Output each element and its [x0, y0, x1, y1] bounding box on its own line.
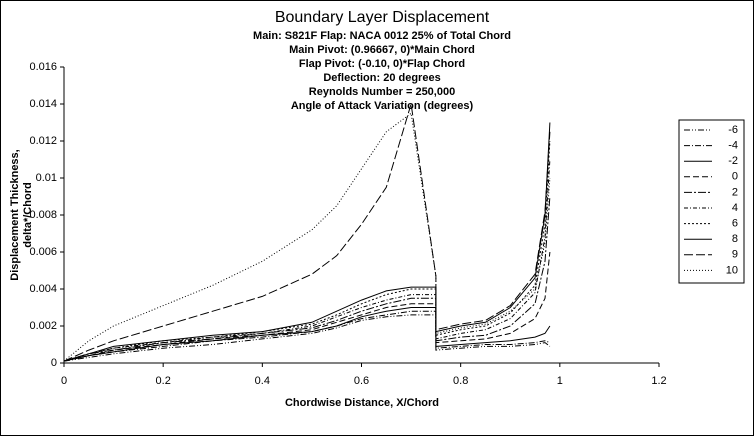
y-tick-label: 0 — [51, 357, 57, 369]
x-tick-label: 0.2 — [156, 375, 171, 387]
legend-label: 10 — [726, 264, 738, 276]
chart-subtitle: Main Pivot: (0.96667, 0)*Main Chord — [289, 44, 475, 56]
series-line — [63, 310, 551, 362]
legend-box — [678, 119, 745, 284]
y-tick-label: 0.004 — [29, 283, 57, 295]
chart-subtitle: Deflection: 20 degrees — [323, 72, 440, 84]
chart-subtitle: Reynolds Number = 250,000 — [309, 86, 455, 98]
x-tick-label: 1 — [557, 375, 563, 387]
x-tick-label: 0.4 — [255, 375, 270, 387]
chart-subtitle: Main: S821F Flap: NACA 0012 25% of Total… — [253, 30, 511, 42]
y-axis-title: delta*/Chord — [22, 182, 34, 247]
series-line — [63, 251, 551, 362]
legend-label: 4 — [732, 202, 738, 214]
x-tick-label: 0.6 — [354, 375, 369, 387]
y-tick-label: 0.006 — [29, 246, 57, 258]
series-line — [63, 112, 551, 362]
series-line — [63, 122, 551, 362]
y-tick-label: 0.014 — [29, 98, 57, 110]
legend-label: 8 — [732, 233, 738, 245]
y-tick-label: 0.002 — [29, 320, 57, 332]
legend-label: -2 — [728, 155, 738, 167]
legend-label: 6 — [732, 218, 738, 230]
x-axis-title: Chordwise Distance, X/Chord — [285, 397, 439, 409]
series-line — [63, 314, 551, 362]
y-tick-label: 0.012 — [29, 135, 57, 147]
x-tick-label: 0 — [61, 375, 67, 387]
legend-label: 2 — [732, 186, 738, 198]
x-tick-label: 0.8 — [453, 375, 468, 387]
legend-label: -6 — [728, 124, 738, 136]
legend-label: -4 — [728, 140, 738, 152]
series-line — [63, 103, 551, 362]
y-tick-label: 0.01 — [36, 172, 57, 184]
chart-subtitle: Flap Pivot: (-0.10, 0)*Flap Chord — [299, 58, 465, 70]
chart-subtitle: Angle of Attack Variation (degrees) — [291, 100, 474, 112]
chart-title: Boundary Layer Displacement — [275, 9, 490, 26]
x-tick-label: 1.2 — [651, 375, 666, 387]
y-tick-label: 0.016 — [29, 61, 57, 73]
legend-label: 9 — [732, 249, 738, 261]
series-line — [63, 159, 551, 362]
y-tick-label: 0.008 — [29, 209, 57, 221]
y-axis-title: Displacement Thickness, — [9, 149, 21, 280]
legend-label: 0 — [732, 171, 738, 183]
